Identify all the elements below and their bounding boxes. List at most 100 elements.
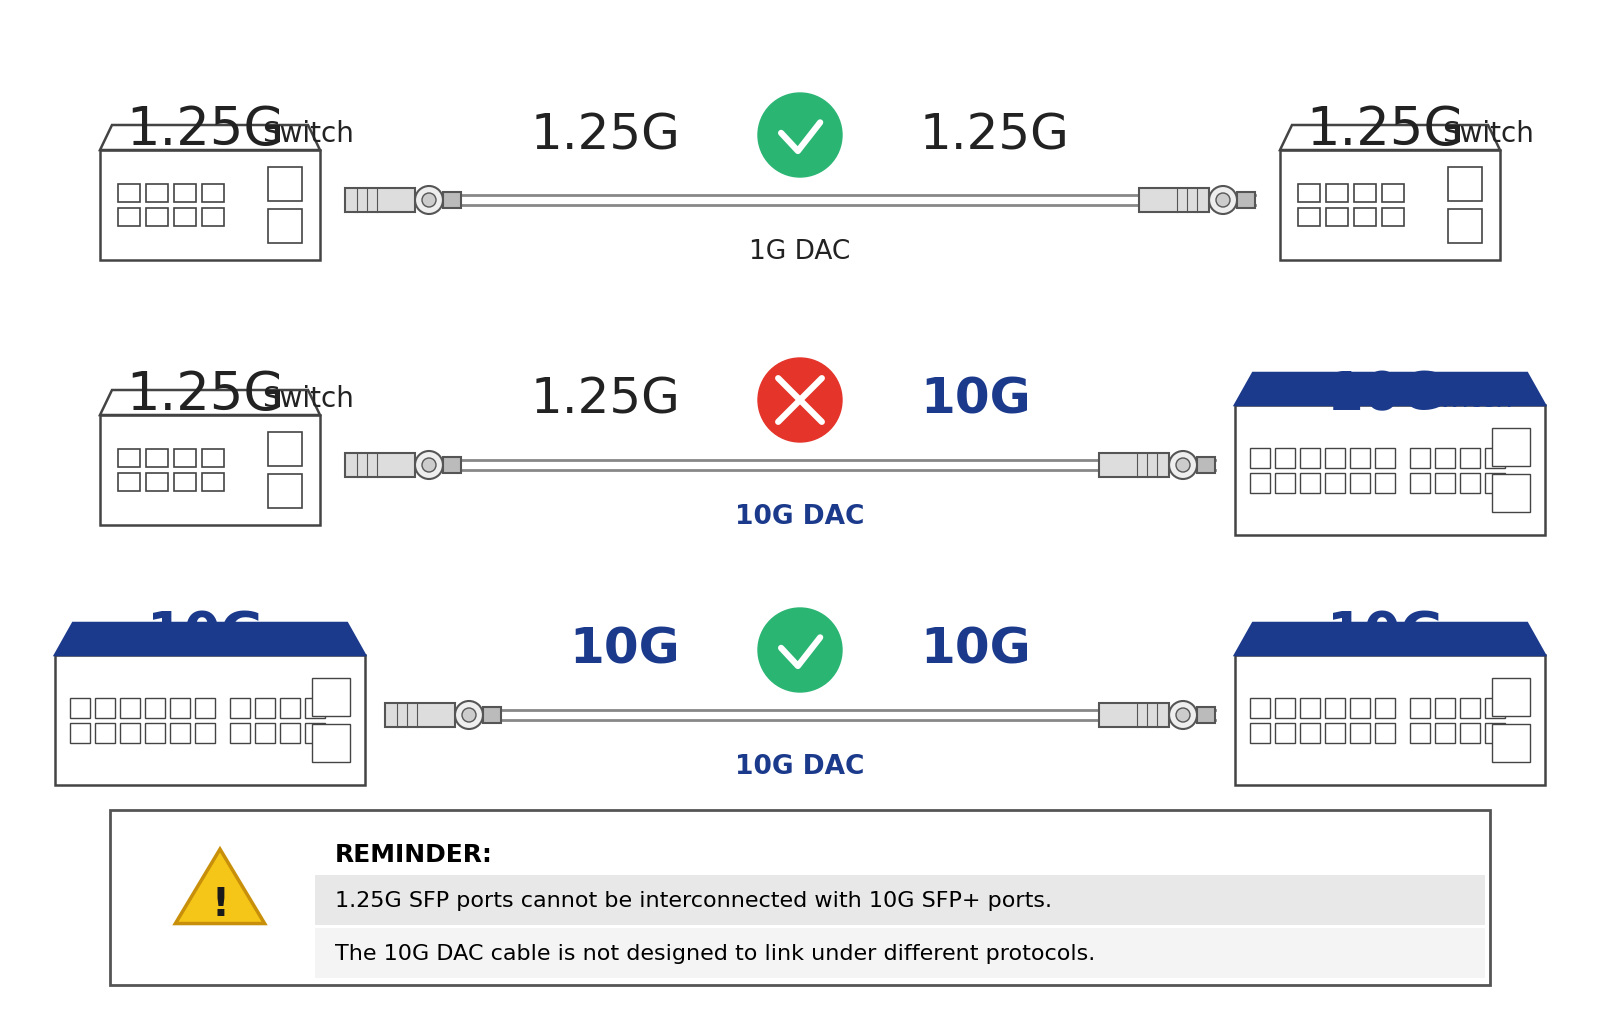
Text: Switch: Switch bbox=[1443, 120, 1534, 148]
Polygon shape bbox=[1280, 125, 1501, 150]
FancyBboxPatch shape bbox=[254, 698, 275, 717]
FancyBboxPatch shape bbox=[1459, 473, 1480, 492]
FancyBboxPatch shape bbox=[269, 474, 302, 508]
Circle shape bbox=[1176, 458, 1190, 472]
FancyBboxPatch shape bbox=[1435, 473, 1454, 492]
FancyBboxPatch shape bbox=[1325, 722, 1346, 743]
FancyBboxPatch shape bbox=[1435, 722, 1454, 743]
Text: 10G: 10G bbox=[147, 609, 264, 661]
FancyBboxPatch shape bbox=[443, 192, 461, 208]
Text: REMINDER:: REMINDER: bbox=[334, 843, 493, 868]
Circle shape bbox=[1210, 186, 1237, 214]
Text: 1.25G: 1.25G bbox=[1306, 104, 1464, 155]
FancyBboxPatch shape bbox=[1099, 703, 1170, 727]
FancyBboxPatch shape bbox=[1410, 473, 1430, 492]
Circle shape bbox=[414, 186, 443, 214]
FancyBboxPatch shape bbox=[1485, 473, 1506, 492]
FancyBboxPatch shape bbox=[202, 184, 224, 202]
Text: 1G DAC: 1G DAC bbox=[749, 239, 851, 265]
Text: 10G: 10G bbox=[920, 626, 1030, 674]
FancyBboxPatch shape bbox=[202, 449, 224, 468]
Text: 1.25G SFP ports cannot be interconnected with 10G SFP+ ports.: 1.25G SFP ports cannot be interconnected… bbox=[334, 891, 1053, 911]
FancyBboxPatch shape bbox=[1275, 722, 1294, 743]
FancyBboxPatch shape bbox=[346, 453, 414, 477]
FancyBboxPatch shape bbox=[118, 184, 141, 202]
FancyBboxPatch shape bbox=[1435, 447, 1454, 468]
FancyBboxPatch shape bbox=[146, 722, 165, 743]
FancyBboxPatch shape bbox=[254, 722, 275, 743]
Text: !: ! bbox=[211, 886, 229, 924]
FancyBboxPatch shape bbox=[202, 208, 224, 226]
Polygon shape bbox=[1235, 623, 1546, 655]
FancyBboxPatch shape bbox=[269, 167, 302, 201]
Text: Switch: Switch bbox=[242, 625, 333, 653]
FancyBboxPatch shape bbox=[94, 722, 115, 743]
FancyBboxPatch shape bbox=[146, 473, 168, 491]
FancyBboxPatch shape bbox=[1250, 447, 1270, 468]
Text: Switch: Switch bbox=[1421, 385, 1514, 413]
Text: The 10G DAC cable is not designed to link under different protocols.: The 10G DAC cable is not designed to lin… bbox=[334, 944, 1096, 964]
FancyBboxPatch shape bbox=[120, 722, 141, 743]
FancyBboxPatch shape bbox=[1354, 208, 1376, 226]
FancyBboxPatch shape bbox=[280, 722, 301, 743]
Circle shape bbox=[1170, 451, 1197, 479]
FancyBboxPatch shape bbox=[1374, 447, 1395, 468]
FancyBboxPatch shape bbox=[1410, 698, 1430, 717]
FancyBboxPatch shape bbox=[1382, 184, 1405, 202]
Polygon shape bbox=[54, 623, 365, 655]
Polygon shape bbox=[99, 125, 320, 150]
FancyBboxPatch shape bbox=[70, 722, 90, 743]
FancyBboxPatch shape bbox=[118, 208, 141, 226]
FancyBboxPatch shape bbox=[1448, 209, 1482, 243]
FancyBboxPatch shape bbox=[1325, 698, 1346, 717]
FancyBboxPatch shape bbox=[1374, 722, 1395, 743]
FancyBboxPatch shape bbox=[1237, 192, 1254, 208]
FancyBboxPatch shape bbox=[174, 449, 195, 468]
FancyBboxPatch shape bbox=[315, 875, 1485, 925]
Text: 1.25G: 1.25G bbox=[530, 112, 680, 159]
FancyBboxPatch shape bbox=[1485, 698, 1506, 717]
FancyBboxPatch shape bbox=[1197, 457, 1214, 473]
FancyBboxPatch shape bbox=[54, 655, 365, 785]
FancyBboxPatch shape bbox=[1250, 722, 1270, 743]
FancyBboxPatch shape bbox=[1410, 722, 1430, 743]
FancyBboxPatch shape bbox=[346, 188, 414, 212]
Circle shape bbox=[422, 193, 435, 207]
FancyBboxPatch shape bbox=[170, 722, 190, 743]
FancyBboxPatch shape bbox=[1382, 208, 1405, 226]
FancyBboxPatch shape bbox=[99, 415, 320, 525]
FancyBboxPatch shape bbox=[1485, 447, 1506, 468]
FancyBboxPatch shape bbox=[269, 209, 302, 243]
Circle shape bbox=[758, 358, 842, 442]
Circle shape bbox=[422, 458, 435, 472]
FancyBboxPatch shape bbox=[1491, 474, 1530, 512]
FancyBboxPatch shape bbox=[118, 473, 141, 491]
FancyBboxPatch shape bbox=[1326, 184, 1347, 202]
FancyBboxPatch shape bbox=[146, 184, 168, 202]
FancyBboxPatch shape bbox=[1299, 473, 1320, 492]
FancyBboxPatch shape bbox=[1491, 724, 1530, 762]
Text: Switch: Switch bbox=[262, 385, 354, 413]
Text: Switch: Switch bbox=[262, 120, 354, 148]
FancyBboxPatch shape bbox=[195, 722, 214, 743]
FancyBboxPatch shape bbox=[1250, 698, 1270, 717]
Polygon shape bbox=[1235, 373, 1546, 405]
FancyBboxPatch shape bbox=[1459, 698, 1480, 717]
Text: 1.25G: 1.25G bbox=[530, 376, 680, 424]
FancyBboxPatch shape bbox=[146, 449, 168, 468]
Text: 10G DAC: 10G DAC bbox=[736, 504, 864, 530]
FancyBboxPatch shape bbox=[1459, 447, 1480, 468]
FancyBboxPatch shape bbox=[306, 722, 325, 743]
FancyBboxPatch shape bbox=[1374, 698, 1395, 717]
FancyBboxPatch shape bbox=[1435, 698, 1454, 717]
Text: 10G: 10G bbox=[920, 376, 1030, 424]
Text: 1.25G: 1.25G bbox=[126, 104, 285, 155]
FancyBboxPatch shape bbox=[1485, 722, 1506, 743]
FancyBboxPatch shape bbox=[1374, 473, 1395, 492]
Text: 10G: 10G bbox=[1326, 609, 1443, 661]
FancyBboxPatch shape bbox=[1275, 473, 1294, 492]
FancyBboxPatch shape bbox=[312, 724, 350, 762]
Circle shape bbox=[454, 701, 483, 729]
FancyBboxPatch shape bbox=[110, 810, 1490, 985]
FancyBboxPatch shape bbox=[1298, 208, 1320, 226]
